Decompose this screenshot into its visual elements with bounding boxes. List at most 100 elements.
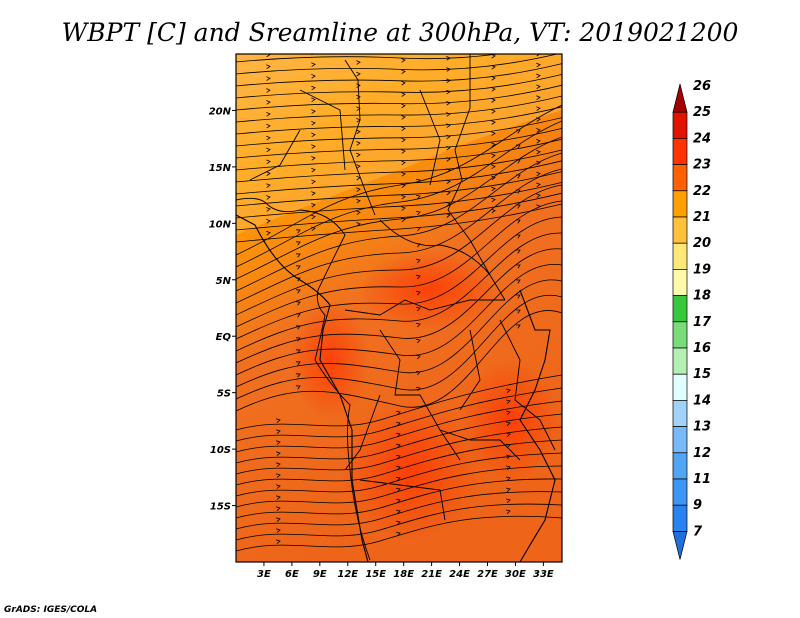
colorbar: 26 25 24 23 22 21 20 19 18 17 16 15 14 13 12 11 9 7	[672, 79, 712, 560]
streamline-arrow	[276, 440, 281, 445]
streamline	[236, 128, 562, 159]
colorbar-label: 21	[693, 210, 711, 225]
streamline-arrow	[276, 528, 281, 533]
streamline-arrow	[491, 120, 496, 125]
streamline-arrow	[266, 111, 271, 117]
streamline	[236, 171, 562, 207]
x-tick-label: 33E	[533, 569, 554, 580]
streamline-arrow	[491, 197, 496, 203]
figure-title: WBPT [C] and Sreamline at 300hPa, VT: 20…	[62, 18, 739, 47]
streamline	[236, 117, 562, 147]
streamline-arrow	[401, 137, 406, 143]
streamline-arrow	[295, 373, 301, 378]
streamline-arrow	[446, 112, 451, 117]
colorbar-segment	[672, 531, 688, 560]
streamline-arrow	[276, 539, 281, 544]
grads-credit: GrADS: IGES/COLA	[4, 605, 97, 615]
streamline	[236, 184, 562, 316]
y-tick-label: 10N	[209, 219, 232, 230]
y-tick-label: 15S	[210, 502, 231, 513]
streamline-arrow	[356, 106, 361, 111]
streamline-arrow	[491, 153, 496, 158]
streamline-arrow	[415, 387, 421, 392]
colorbar-segment	[672, 269, 688, 296]
streamline-arrow	[401, 47, 405, 51]
streamline-arrow	[506, 476, 511, 482]
streamline-arrow	[396, 443, 401, 449]
colorbar-segment	[672, 452, 688, 480]
streamline-arrow	[506, 421, 511, 427]
x-axis: 3E 6E 9E 12E 15E 18E 21E 24E 27E 30E 33E	[257, 562, 554, 580]
streamline-arrow	[396, 498, 401, 504]
streamline-arrow	[401, 160, 406, 166]
streamline-arrow	[491, 76, 496, 81]
streamline-arrow	[295, 253, 301, 258]
colorbar-segment	[672, 478, 688, 506]
x-tick-label: 24E	[449, 569, 470, 580]
colorbar-segment	[672, 373, 688, 401]
streamline-arrow	[295, 301, 301, 306]
streamline-arrow	[295, 385, 301, 390]
colorbar-label: 18	[693, 289, 711, 304]
streamline-arrow	[356, 164, 361, 169]
streamline	[236, 294, 562, 400]
streamline	[236, 84, 562, 111]
streamline-arrow	[446, 56, 451, 61]
streamline-arrow	[311, 179, 316, 185]
streamline	[236, 413, 562, 464]
streamline-arrow	[516, 249, 521, 254]
colorbar-segment	[672, 164, 688, 192]
colorbar-label: 26	[693, 79, 711, 94]
streamline-arrow	[516, 129, 521, 134]
streamline-arrow	[516, 324, 521, 329]
streamline-arrow	[276, 462, 281, 467]
streamline-arrow	[266, 88, 271, 93]
streamline-arrow	[536, 95, 541, 100]
streamline-arrow	[396, 465, 401, 471]
streamline-arrow	[506, 399, 511, 405]
streamline-arrow	[266, 147, 271, 153]
map-panel	[236, 47, 562, 562]
streamline	[236, 136, 562, 280]
x-tick-label: 18E	[393, 569, 414, 580]
colorbar-segment	[672, 242, 688, 270]
colorbar-label: 25	[693, 105, 711, 120]
streamline-arrow	[401, 149, 406, 154]
streamline-arrow	[266, 135, 271, 141]
streamline-arrow	[446, 190, 451, 196]
streamline-arrow	[266, 76, 271, 81]
streamline-arrow	[396, 520, 401, 526]
streamline-arrow	[446, 213, 451, 218]
streamline	[236, 426, 562, 475]
streamline-arrow	[446, 145, 451, 151]
streamline	[236, 264, 562, 376]
streamline-arrow	[401, 172, 406, 177]
streamline	[236, 232, 562, 352]
colorbar-segment	[672, 321, 688, 349]
colorbar-segment	[672, 138, 688, 165]
streamline	[236, 54, 559, 75]
streamline-arrow	[356, 141, 361, 146]
streamline	[236, 452, 562, 497]
streamline	[236, 248, 562, 364]
streamline-arrow	[356, 60, 361, 65]
streamline	[236, 160, 562, 195]
coastlines	[236, 214, 556, 562]
streamline-arrow	[415, 291, 421, 296]
colorbar-segment	[672, 400, 688, 427]
streamline-arrow	[295, 361, 301, 366]
streamline-arrow	[311, 167, 316, 173]
streamline-arrow	[266, 100, 271, 105]
y-tick-label: 15N	[209, 163, 232, 174]
colorbar-label: 9	[693, 498, 702, 513]
colorbar-label: 22	[693, 184, 711, 199]
streamline-arrow	[295, 325, 301, 330]
streamline-arrow	[266, 218, 271, 224]
streamline-arrow	[295, 241, 301, 246]
colorbar-label: 23	[693, 158, 711, 173]
streamline-arrow	[356, 129, 361, 135]
streamline-arrow	[401, 194, 406, 200]
streamline	[236, 374, 562, 431]
streamline-arrow	[396, 454, 401, 460]
